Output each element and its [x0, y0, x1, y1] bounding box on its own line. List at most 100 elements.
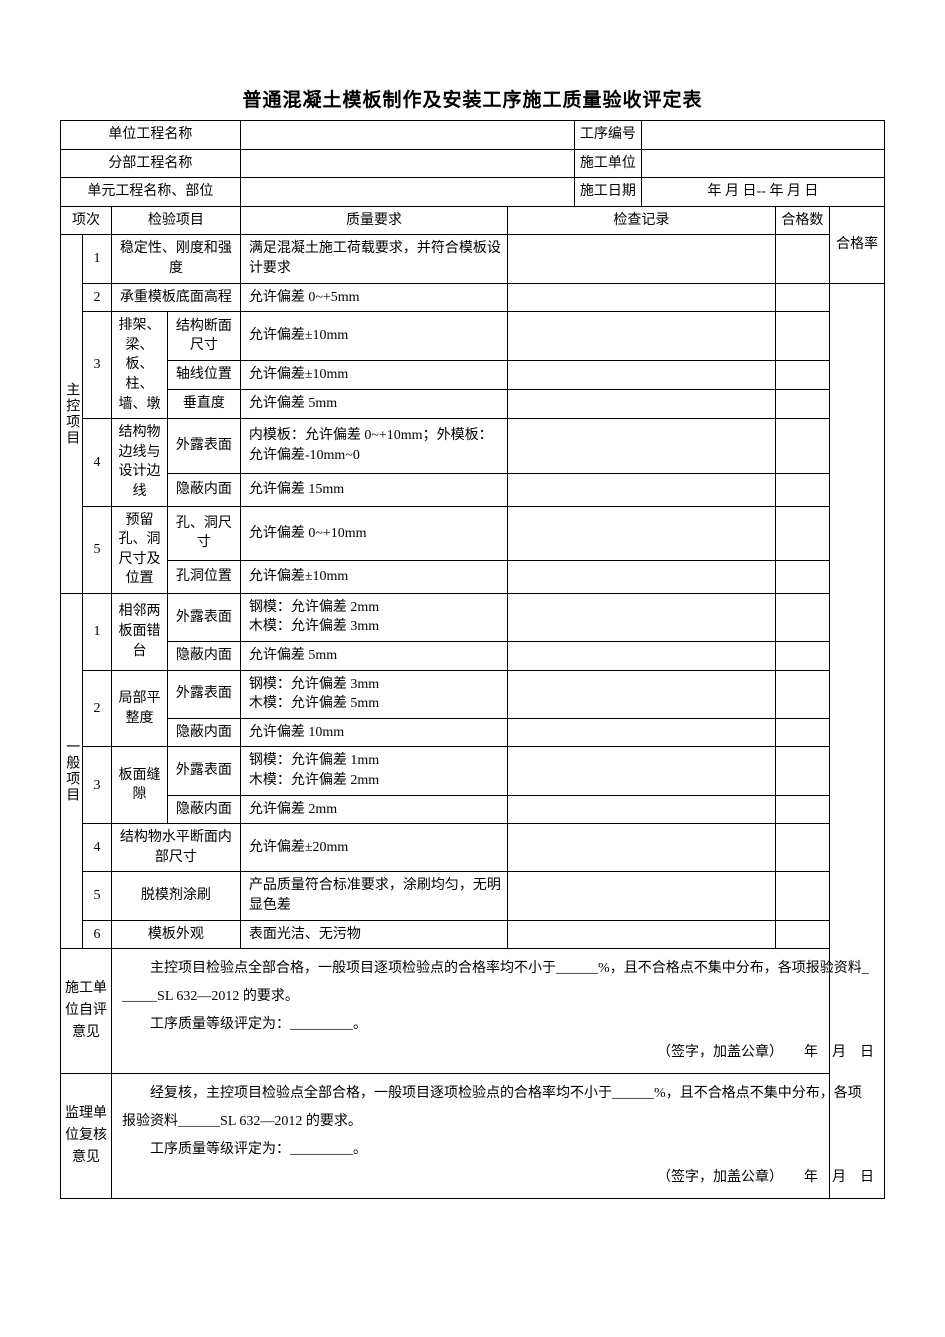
record-cell[interactable] [508, 747, 775, 795]
pass-count-cell[interactable] [775, 312, 830, 361]
review-opinion-line2: 工序质量等级评定为：_________。 [122, 1136, 874, 1164]
record-cell[interactable] [508, 473, 775, 506]
unit-project-value[interactable] [240, 121, 574, 150]
header-row: 单位工程名称 工序编号 [61, 121, 885, 150]
record-cell[interactable] [508, 283, 775, 312]
pass-count-cell[interactable] [775, 872, 830, 920]
row-req: 允许偏差 5mm [240, 390, 507, 419]
table-row: 6 模板外观 表面光洁、无污物 [61, 920, 885, 949]
section-general-label: 一般项目 [61, 593, 83, 948]
header-row: 单元工程名称、部位 施工日期 年 月 日-- 年 月 日 [61, 178, 885, 207]
record-cell[interactable] [508, 419, 775, 474]
row-sub: 结构断面尺寸 [167, 312, 240, 361]
table-row: 4 结构物边线与设计边线 外露表面 内模板：允许偏差 0~+10mm；外模板：允… [61, 419, 885, 474]
review-opinion-line1: 经复核，主控项目检验点全部合格，一般项目逐项检验点的合格率均不小于______%… [122, 1080, 874, 1136]
row-item: 承重模板底面高程 [112, 283, 241, 312]
review-opinion-label: 监理单位复核意见 [61, 1074, 112, 1199]
row-req: 表面光洁、无污物 [240, 920, 507, 949]
element-project-value[interactable] [240, 178, 574, 207]
record-cell[interactable] [508, 824, 775, 872]
col-requirement: 质量要求 [240, 206, 507, 235]
record-cell[interactable] [508, 920, 775, 949]
evaluation-table: 单位工程名称 工序编号 分部工程名称 施工单位 单元工程名称、部位 施工日期 年… [60, 120, 885, 1199]
review-opinion-sign: （签字，加盖公章） 年 月 日 [122, 1164, 874, 1192]
construction-unit-value[interactable] [641, 149, 884, 178]
table-row: 3 排架、梁、板、柱、墙、墩 结构断面尺寸 允许偏差±10mm [61, 312, 885, 361]
review-opinion-content[interactable]: 经复核，主控项目检验点全部合格，一般项目逐项检验点的合格率均不小于______%… [112, 1074, 885, 1199]
date-value[interactable]: 年 月 日-- 年 月 日 [641, 178, 884, 207]
row-item: 模板外观 [112, 920, 241, 949]
pass-count-cell[interactable] [775, 824, 830, 872]
row-req: 允许偏差±10mm [240, 361, 507, 390]
row-no: 2 [82, 283, 111, 312]
self-opinion-line2: 工序质量等级评定为：_________。 [122, 1011, 874, 1039]
row-req: 钢模：允许偏差 3mm 木模：允许偏差 5mm [240, 670, 507, 718]
pass-count-cell[interactable] [775, 473, 830, 506]
record-cell[interactable] [508, 235, 775, 283]
record-cell[interactable] [508, 670, 775, 718]
pass-count-cell[interactable] [775, 506, 830, 561]
record-cell[interactable] [508, 312, 775, 361]
col-pass-rate: 合格率 [830, 206, 885, 283]
row-req: 允许偏差 2mm [240, 795, 507, 824]
row-item: 脱模剂涂刷 [112, 872, 241, 920]
element-project-label: 单元工程名称、部位 [61, 178, 241, 207]
row-no: 5 [82, 872, 111, 920]
pass-count-cell[interactable] [775, 670, 830, 718]
pass-count-cell[interactable] [775, 235, 830, 283]
table-row: 垂直度 允许偏差 5mm [61, 390, 885, 419]
record-cell[interactable] [508, 718, 775, 747]
row-req: 允许偏差 0~+10mm [240, 506, 507, 561]
table-row: 孔洞位置 允许偏差±10mm [61, 561, 885, 594]
record-cell[interactable] [508, 561, 775, 594]
row-sub: 隐蔽内面 [167, 718, 240, 747]
pass-count-cell[interactable] [775, 561, 830, 594]
pass-count-cell[interactable] [775, 642, 830, 671]
seq-value[interactable] [641, 121, 884, 150]
table-row: 4 结构物水平断面内部尺寸 允许偏差±20mm [61, 824, 885, 872]
row-no: 3 [82, 312, 111, 419]
col-pass-count: 合格数 [775, 206, 830, 235]
row-sub: 外露表面 [167, 419, 240, 474]
row-sub: 轴线位置 [167, 361, 240, 390]
self-opinion-row: 施工单位自评意见 主控项目检验点全部合格，一般项目逐项检验点的合格率均不小于__… [61, 949, 885, 1074]
row-item-parent: 结构物边线与设计边线 [112, 419, 168, 506]
row-no: 4 [82, 824, 111, 872]
table-row: 3 板面缝隙 外露表面 钢模：允许偏差 1mm 木模：允许偏差 2mm [61, 747, 885, 795]
table-row: 2 承重模板底面高程 允许偏差 0~+5mm [61, 283, 885, 312]
row-sub: 垂直度 [167, 390, 240, 419]
record-cell[interactable] [508, 795, 775, 824]
record-cell[interactable] [508, 506, 775, 561]
row-item-parent: 预留孔、洞尺寸及位置 [112, 506, 168, 593]
record-cell[interactable] [508, 872, 775, 920]
pass-count-cell[interactable] [775, 283, 830, 312]
column-header-row: 项次 检验项目 质量要求 检查记录 合格数 合格率 [61, 206, 885, 235]
row-item-parent: 排架、梁、板、柱、墙、墩 [112, 312, 168, 419]
self-opinion-sign: （签字，加盖公章） 年 月 日 [122, 1039, 874, 1067]
pass-count-cell[interactable] [775, 361, 830, 390]
record-cell[interactable] [508, 390, 775, 419]
self-opinion-line1: 主控项目检验点全部合格，一般项目逐项检验点的合格率均不小于______%，且不合… [122, 955, 874, 1011]
pass-count-cell[interactable] [775, 795, 830, 824]
pass-count-cell[interactable] [775, 390, 830, 419]
self-opinion-content[interactable]: 主控项目检验点全部合格，一般项目逐项检验点的合格率均不小于______%，且不合… [112, 949, 885, 1074]
record-cell[interactable] [508, 593, 775, 641]
row-sub: 孔、洞尺寸 [167, 506, 240, 561]
row-req: 允许偏差±10mm [240, 312, 507, 361]
row-req: 满足混凝土施工荷载要求，并符合模板设计要求 [240, 235, 507, 283]
record-cell[interactable] [508, 642, 775, 671]
pass-count-cell[interactable] [775, 920, 830, 949]
pass-count-cell[interactable] [775, 593, 830, 641]
table-row: 主控项目 1 稳定性、刚度和强度 满足混凝土施工荷载要求，并符合模板设计要求 [61, 235, 885, 283]
row-req: 钢模：允许偏差 1mm 木模：允许偏差 2mm [240, 747, 507, 795]
table-row: 隐蔽内面 允许偏差 15mm [61, 473, 885, 506]
row-req: 允许偏差 10mm [240, 718, 507, 747]
pass-count-cell[interactable] [775, 419, 830, 474]
pass-count-cell[interactable] [775, 747, 830, 795]
pass-count-cell[interactable] [775, 718, 830, 747]
sub-project-value[interactable] [240, 149, 574, 178]
row-sub: 外露表面 [167, 747, 240, 795]
row-no: 5 [82, 506, 111, 593]
record-cell[interactable] [508, 361, 775, 390]
row-item-parent: 板面缝隙 [112, 747, 168, 824]
